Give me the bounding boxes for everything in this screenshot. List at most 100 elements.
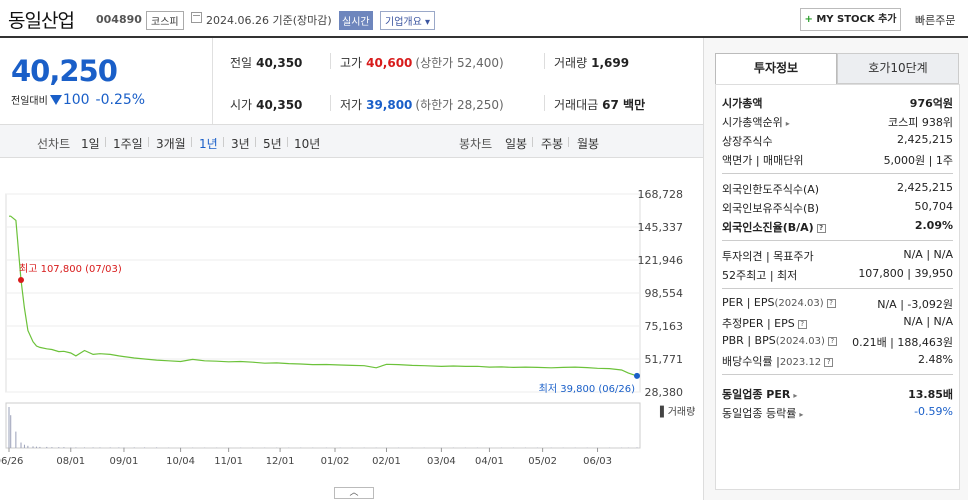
volume-bar [15, 431, 17, 448]
info-label: 52주최고 | 최저 [722, 269, 798, 282]
tab-daily-candle[interactable]: 일봉 [505, 137, 528, 151]
x-tick-label: 06/03 [583, 456, 612, 467]
info-label: 외국인보유주식수(B) [722, 202, 820, 215]
realtime-button[interactable]: 실시간 [339, 11, 373, 30]
x-tick-label: 09/01 [110, 456, 139, 467]
volume-bar [99, 447, 101, 448]
volume-bar [133, 447, 135, 448]
info-value: N/A | N/A [903, 315, 953, 328]
info-value: 2.48% [918, 353, 953, 366]
y-tick-label: 145,337 [638, 221, 684, 234]
info-value: -0.59% [914, 405, 953, 418]
y-tick-label: 168,728 [638, 188, 684, 201]
info-value: 50,704 [914, 200, 954, 213]
chevron-up-icon: ︿ [349, 488, 359, 498]
quick-order-link[interactable]: 빠른주문 [915, 14, 956, 27]
chevron-right-icon: ▸ [785, 119, 790, 128]
info-value: 0.21배 | 188,463원 [852, 336, 953, 349]
info-row: 추정PER | EPS? N/A | N/A [722, 315, 953, 331]
stock-code: 004890 [96, 13, 142, 26]
info-row: 투자의견 | 목표주가 N/A | N/A [722, 248, 953, 264]
y-tick-label: 75,163 [645, 320, 684, 333]
stock-header: 동일산업 004890 코스피 2024.06.26 기준(장마감) 실시간 기… [0, 0, 968, 38]
info-row: 배당수익률 |2023.12? 2.48% [722, 353, 953, 369]
info-label: 시가총액 [722, 97, 763, 110]
volume-bar [46, 446, 48, 448]
info-row: 시가총액 976억원 [722, 95, 953, 111]
stat-volume: 거래량 1,699 [554, 56, 630, 70]
tab-invest-info[interactable]: 투자정보 [715, 53, 837, 84]
tab-monthly-candle[interactable]: 월봉 [577, 137, 600, 151]
info-value: N/A | -3,092원 [877, 298, 953, 311]
add-mystock-button[interactable]: + MY STOCK 추가 [800, 8, 901, 31]
volume-bar [144, 447, 146, 448]
help-icon[interactable]: ? [826, 299, 836, 308]
x-tick-label: 12/01 [266, 456, 295, 467]
volume-bar [83, 447, 85, 448]
help-icon[interactable]: ? [824, 358, 834, 367]
info-label: 상장주식수 [722, 135, 773, 148]
tab-1year[interactable]: 1년 [199, 137, 218, 151]
info-row[interactable]: 동일업종 등락률 ▸ -0.59% [722, 405, 953, 421]
stat-open: 시가 40,350 [230, 98, 303, 112]
company-info-dropdown[interactable]: 기업개요 ▾ [380, 11, 436, 30]
tab-5year[interactable]: 5년 [263, 137, 282, 151]
x-tick-label: 04/01 [475, 456, 504, 467]
high-marker [18, 276, 25, 283]
info-label: 동일업종 등락률 ▸ [722, 407, 804, 420]
collapse-chart-button[interactable]: ︿ [334, 487, 374, 499]
info-row[interactable]: 동일업종 PER ▸ 13.85배 [722, 386, 953, 402]
x-tick-label: 10/04 [166, 456, 195, 467]
volume-bar [636, 447, 638, 448]
low-marker [634, 372, 640, 379]
y-tick-label: 28,380 [645, 386, 684, 399]
info-row: 외국인소진율(B/A)? 2.09% [722, 219, 953, 235]
tab-orderbook[interactable]: 호가10단계 [837, 53, 959, 84]
info-label: PER | EPS(2024.03)? [722, 296, 836, 309]
plus-icon: + [804, 14, 813, 25]
change-percent: -0.25% [95, 92, 146, 108]
y-tick-label: 51,771 [645, 353, 684, 366]
volume-bar [75, 447, 77, 448]
info-row: 외국인한도주식수(A) 2,425,215 [722, 181, 953, 197]
info-value: 2,425,215 [897, 181, 953, 194]
price-line [9, 215, 638, 377]
x-tick-label: 01/02 [321, 456, 350, 467]
tab-10year[interactable]: 10년 [294, 137, 321, 151]
current-price: 40,250 [11, 54, 118, 88]
stat-high: 고가 40,600 (상한가 52,400) [340, 56, 504, 70]
tab-3year[interactable]: 3년 [231, 137, 250, 151]
volume-bar [70, 447, 72, 448]
price-chart[interactable]: 168,728 145,337 121,946 98,554 75,163 51,771 2… [0, 158, 703, 500]
tab-1day[interactable]: 1일 [81, 137, 100, 151]
info-row: 상장주식수 2,425,215 [722, 133, 953, 149]
info-value: 13.85배 [908, 388, 953, 401]
y-tick-label: 121,946 [638, 254, 684, 267]
info-value: 5,000원 | 1주 [883, 154, 953, 167]
y-tick-label: 98,554 [645, 287, 684, 300]
down-triangle-icon [49, 95, 62, 105]
help-icon[interactable]: ? [797, 320, 807, 329]
candle-chart-label: 봉차트 [459, 137, 493, 151]
stat-amount: 거래대금 67 백만 [554, 98, 646, 112]
help-icon[interactable]: ? [816, 224, 826, 233]
volume-bar [23, 444, 25, 448]
volume-bar [8, 407, 10, 448]
change-label: 전일대비 [11, 96, 48, 107]
chevron-down-icon: ▾ [425, 17, 431, 28]
info-label: 배당수익률 |2023.12? [722, 353, 834, 369]
tab-weekly-candle[interactable]: 주봉 [541, 137, 564, 151]
help-icon[interactable]: ? [827, 337, 837, 346]
price-summary: 40,250 전일대비 100 -0.25% [0, 38, 213, 124]
volume-bar [27, 445, 29, 448]
tab-1week[interactable]: 1주일 [113, 137, 143, 151]
tab-3month[interactable]: 3개월 [156, 137, 186, 151]
volume-bar [109, 447, 111, 448]
info-row: 액면가 | 매매단위 5,000원 | 1주 [722, 152, 953, 168]
info-value: 코스피 938위 [888, 116, 953, 129]
volume-bar [123, 447, 125, 448]
volume-bar [58, 447, 60, 448]
info-row: 52주최고 | 최저 107,800 | 39,950 [722, 267, 953, 283]
info-row[interactable]: 시가총액순위 ▸ 코스피 938위 [722, 114, 953, 130]
info-label: 외국인한도주식수(A) [722, 183, 820, 196]
